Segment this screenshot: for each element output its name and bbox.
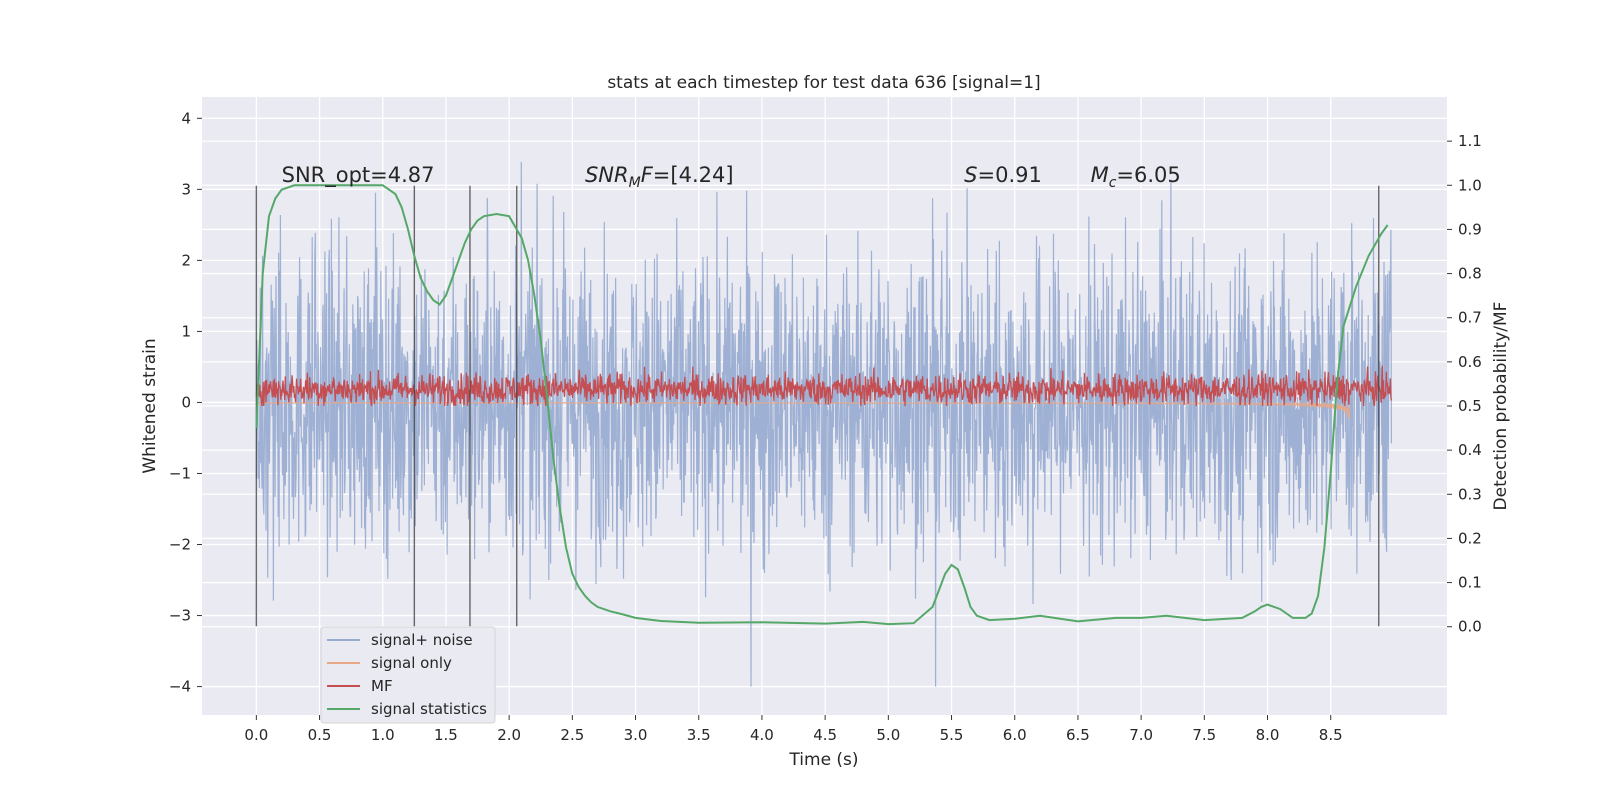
signal-only-series <box>256 400 1351 419</box>
y-axis-label-right: Detection probability/MF <box>1491 302 1511 511</box>
y-right-tick-label-1: 1.0 <box>1458 176 1482 194</box>
x-tick-label-7: 3.5 <box>687 726 711 744</box>
x-tick-label-15: 7.5 <box>1192 726 1216 744</box>
x-tick-label-1: 0.5 <box>308 726 332 744</box>
x-tick-label-2: 1.0 <box>371 726 395 744</box>
y-left-tick-label-2: 2 <box>181 251 191 269</box>
signal-statistics-series <box>255 184 1389 626</box>
x-tick-labels: 0.0 0.5 1.0 1.5 2.0 2.5 3.0 3.5 4.0 4.5 5.0 5.5 6.0 6… <box>244 715 1343 744</box>
x-axis-label: Time (s) <box>788 750 858 770</box>
y-right-tick-label-5: 0.6 <box>1458 353 1482 371</box>
y-right-tick-labels: 1.1 1.0 0.9 0.8 0.7 0.6 0.5 0.4 0.3 0.2 0.1 0.0 <box>1447 132 1482 636</box>
x-tick-label-0: 0.0 <box>244 726 268 744</box>
y-left-tick-label-1: 3 <box>181 180 191 198</box>
annotation-1: SNRMF=[4.24] <box>585 163 734 191</box>
x-tick-label-17: 8.5 <box>1319 726 1343 744</box>
signal-noise-series <box>255 161 1392 687</box>
y-right-tick-label-7: 0.4 <box>1458 441 1482 459</box>
legend-label-signal-statistics: signal statistics <box>371 700 487 718</box>
y-right-tick-label-4: 0.7 <box>1458 309 1482 327</box>
annotation-3: Mc=6.05 <box>1091 163 1181 191</box>
legend-box <box>320 626 496 724</box>
x-tick-label-5: 2.5 <box>560 726 584 744</box>
signal-only-line <box>256 400 1351 419</box>
y-right-tick-label-3: 0.8 <box>1458 265 1482 283</box>
x-tick-label-14: 7.0 <box>1129 726 1153 744</box>
y-right-tick-label-0: 1.1 <box>1458 132 1482 150</box>
y-right-tick-label-10: 0.1 <box>1458 574 1482 592</box>
y-right-tick-label-9: 0.2 <box>1458 529 1482 547</box>
y-right-tick-label-8: 0.3 <box>1458 485 1482 503</box>
legend: signal+ noise signal only MF signal stat… <box>320 626 496 724</box>
legend-label-signal-noise: signal+ noise <box>371 631 473 649</box>
y-right-tick-label-11: 0.0 <box>1458 618 1482 636</box>
y-right-tick-label-2: 0.9 <box>1458 220 1482 238</box>
y-left-tick-label-6: −2 <box>169 536 191 554</box>
y-left-tick-label-0: 4 <box>181 109 191 127</box>
legend-label-mf: MF <box>371 677 393 695</box>
y-left-tick-label-7: −3 <box>169 607 191 625</box>
vertical-markers <box>255 185 1380 627</box>
x-tick-label-3: 1.5 <box>434 726 458 744</box>
x-tick-label-6: 3.0 <box>624 726 648 744</box>
y-axis-label-left: Whitened strain <box>140 338 160 473</box>
x-tick-label-16: 8.0 <box>1256 726 1280 744</box>
x-tick-label-4: 2.0 <box>497 726 521 744</box>
annotations: SNR_opt=4.87 SNRMF=[4.24] S=0.91 Mc=6.05 <box>282 163 1181 191</box>
signal-noise-line <box>255 161 1392 687</box>
x-tick-label-8: 4.0 <box>750 726 774 744</box>
y-left-tick-label-8: −4 <box>169 678 191 696</box>
y-left-tick-label-4: 0 <box>181 393 191 411</box>
signal-statistics-line <box>255 184 1389 626</box>
y-left-tick-label-5: −1 <box>169 464 191 482</box>
y-right-tick-label-6: 0.5 <box>1458 397 1482 415</box>
x-tick-label-12: 6.0 <box>1003 726 1027 744</box>
legend-label-signal-only: signal only <box>371 654 452 672</box>
x-tick-label-11: 5.5 <box>940 726 964 744</box>
annotation-0: SNR_opt=4.87 <box>282 163 435 188</box>
x-tick-label-13: 6.5 <box>1066 726 1090 744</box>
chart-title: stats at each timestep for test data 636… <box>607 73 1040 93</box>
mf-line <box>255 365 1393 407</box>
annotation-2: S=0.91 <box>964 163 1042 187</box>
y-left-tick-labels: 4 3 2 1 0 −1 −2 −3 −4 <box>169 109 202 696</box>
mf-series <box>255 365 1393 407</box>
y-left-tick-label-3: 1 <box>181 322 191 340</box>
x-tick-label-9: 4.5 <box>813 726 837 744</box>
x-tick-label-10: 5.0 <box>876 726 900 744</box>
